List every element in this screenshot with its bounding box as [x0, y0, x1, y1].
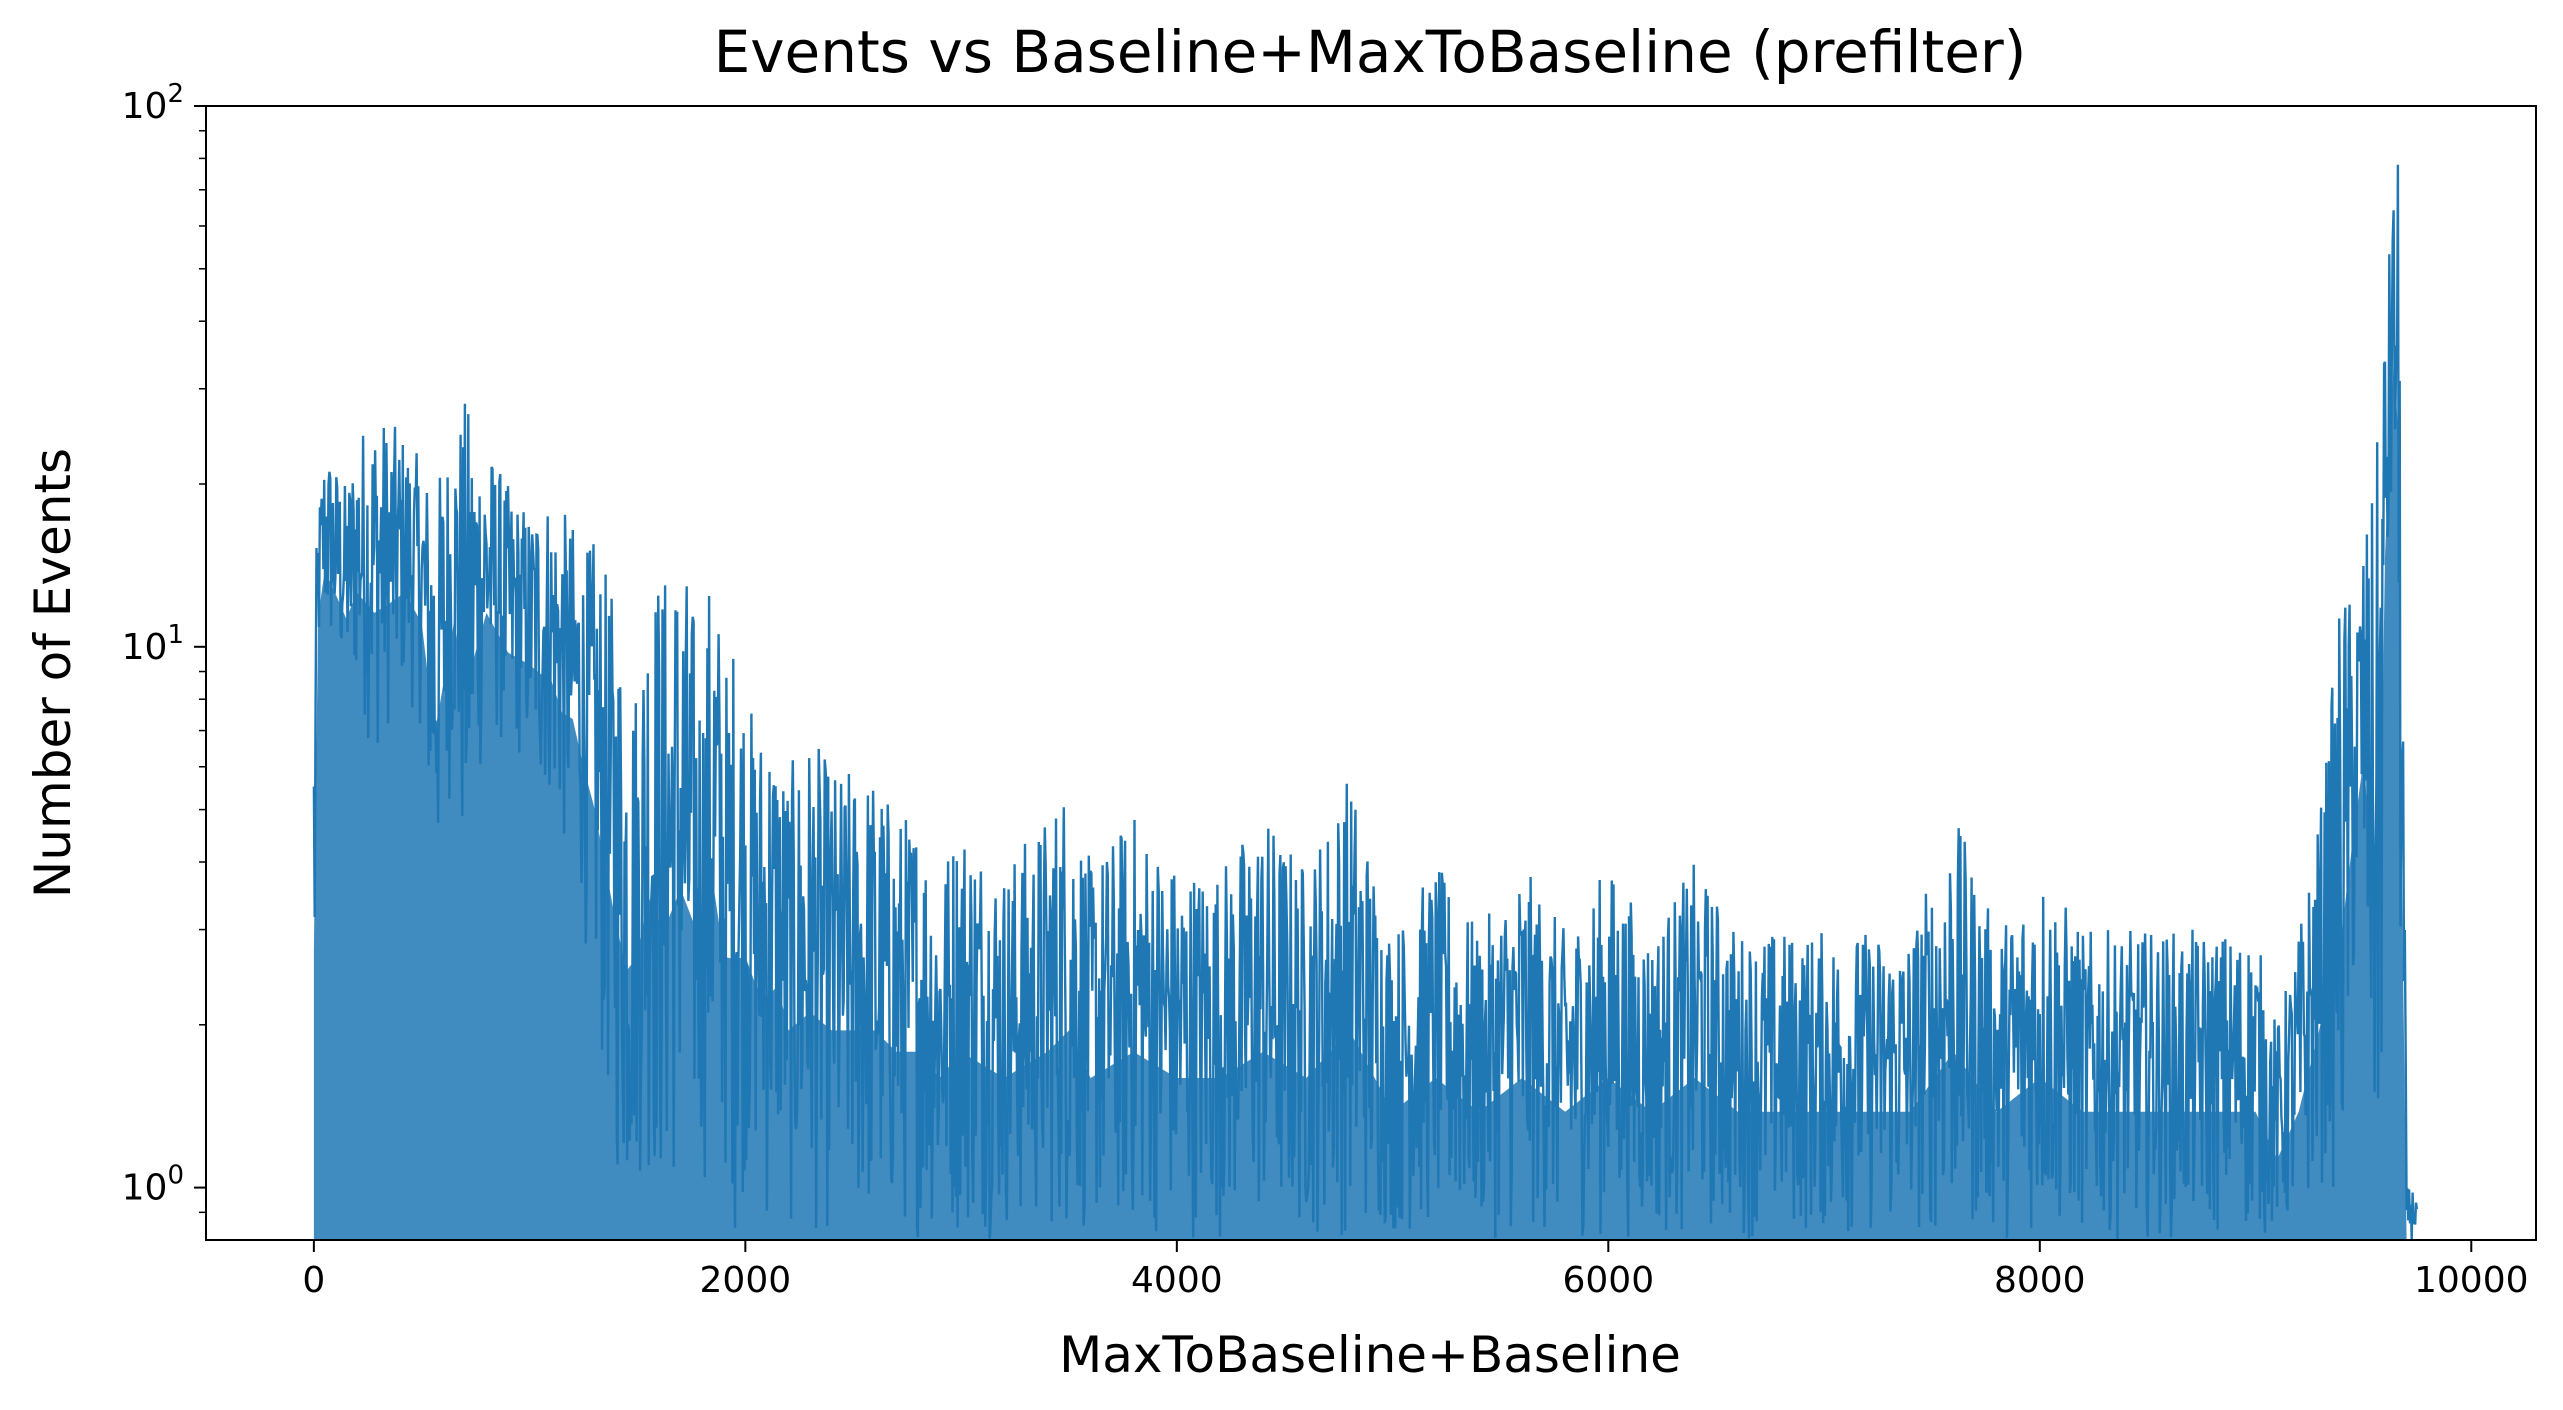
- x-axis-label: MaxToBaseline+Baseline: [1059, 1326, 1681, 1384]
- plot-area: [312, 164, 2419, 1240]
- y-tick-base: 10: [122, 627, 168, 668]
- y-tick-label: 100: [122, 1161, 184, 1209]
- y-tick-exponent: 2: [167, 79, 184, 109]
- x-tick-label: 0: [302, 1260, 325, 1301]
- series-layer: [312, 164, 2419, 1240]
- x-tick-label: 4000: [1131, 1260, 1223, 1301]
- histogram-series-line: [312, 164, 2419, 1240]
- y-tick-exponent: 0: [167, 1161, 184, 1191]
- plot-frame: [205, 105, 2537, 1241]
- x-axis: 0 2000 4000 6000 8000 10000: [302, 1240, 2529, 1301]
- x-tick-label: 6000: [1563, 1260, 1655, 1301]
- x-tick-label: 8000: [1994, 1260, 2086, 1301]
- y-axis-label: Number of Events: [24, 448, 82, 898]
- x-tick-label: 2000: [700, 1260, 792, 1301]
- chart-title: Events vs Baseline+MaxToBaseline (prefil…: [714, 18, 2027, 86]
- y-tick-label: 102: [122, 79, 184, 127]
- y-tick-base: 10: [122, 86, 168, 127]
- y-tick-exponent: 1: [167, 620, 184, 650]
- y-tick-label: 101: [122, 620, 184, 668]
- y-tick-base: 10: [122, 1168, 168, 1209]
- x-tick-label: 10000: [2414, 1260, 2529, 1301]
